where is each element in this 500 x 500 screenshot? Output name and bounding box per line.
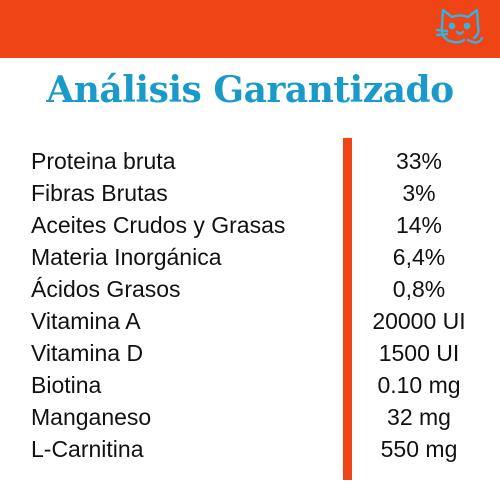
nutrient-label: Vitamina A <box>31 308 141 334</box>
header-bar <box>0 0 500 58</box>
table-row: Ácidos Grasos 0,8% <box>0 273 500 305</box>
table-row: Manganeso 32 mg <box>0 401 500 433</box>
nutrient-value: 3% <box>402 180 436 206</box>
nutrient-value: 20000 UI <box>372 308 466 334</box>
table-row: Fibras Brutas 3% <box>0 177 500 209</box>
nutrient-value: 0.10 mg <box>377 372 461 398</box>
analysis-table: Proteina bruta 33% Fibras Brutas 3% Acei… <box>0 145 500 465</box>
nutrient-label: Manganeso <box>31 404 152 430</box>
nutrient-value: 0,8% <box>392 276 446 302</box>
cat-face-icon <box>435 8 484 44</box>
nutrient-label: Proteina bruta <box>31 148 176 174</box>
nutrient-value: 14% <box>395 212 443 238</box>
page-title: Análisis Garantizado <box>46 69 454 111</box>
table-row: Aceites Crudos y Grasas 14% <box>0 209 500 241</box>
nutrient-value: 6,4% <box>392 244 446 270</box>
table-row: Vitamina D 1500 UI <box>0 337 500 369</box>
nutrient-value: 32 mg <box>387 404 451 430</box>
table-row: Vitamina A 20000 UI <box>0 305 500 337</box>
nutrient-label: Ácidos Grasos <box>31 276 181 302</box>
column-divider <box>343 138 352 480</box>
nutrient-label: Biotina <box>31 372 102 398</box>
nutrient-label: Aceites Crudos y Grasas <box>31 212 286 238</box>
table-row: Biotina 0.10 mg <box>0 369 500 401</box>
nutrient-label: Fibras Brutas <box>31 180 168 206</box>
nutrient-value: 550 mg <box>380 436 458 462</box>
table-row: Materia Inorgánica 6,4% <box>0 241 500 273</box>
nutrient-label: Vitamina D <box>31 340 144 366</box>
table-row: Proteina bruta 33% <box>0 145 500 177</box>
nutrient-value: 33% <box>395 148 443 174</box>
nutrient-label: L-Carnitina <box>31 436 144 462</box>
nutrient-value: 1500 UI <box>378 340 460 366</box>
nutrient-label: Materia Inorgánica <box>31 244 222 270</box>
table-row: L-Carnitina 550 mg <box>0 433 500 465</box>
